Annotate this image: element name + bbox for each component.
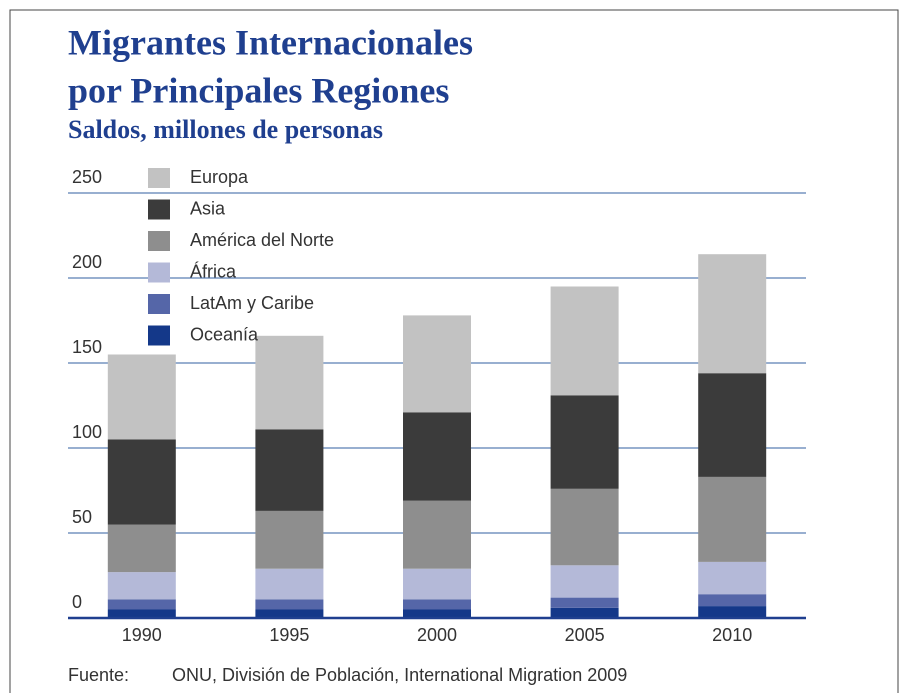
- legend-label: América del Norte: [190, 230, 334, 250]
- legend-swatch: [148, 262, 170, 283]
- bar-segment: [698, 476, 767, 562]
- bar-segment: [550, 607, 619, 618]
- legend-swatch: [148, 294, 170, 314]
- bar-segment: [403, 412, 471, 501]
- bar-segment: [255, 429, 324, 511]
- bar-segment: [107, 609, 176, 618]
- bar-segment: [403, 609, 471, 618]
- bar-segment: [107, 439, 176, 525]
- bar-segment: [698, 561, 767, 595]
- x-tick-label: 2005: [565, 625, 605, 645]
- bar-segment: [403, 315, 471, 413]
- bar-segment: [698, 594, 767, 607]
- bar-segment: [698, 373, 767, 477]
- bar-segment: [107, 354, 176, 440]
- chart-title-line2: por Principales Regiones: [68, 70, 449, 110]
- bar-segment: [550, 286, 619, 396]
- bar-segment: [107, 572, 176, 600]
- bar-segment: [550, 597, 619, 608]
- bar-segment: [255, 609, 324, 618]
- source: ONU, División de Población, Internationa…: [172, 665, 627, 685]
- legend-swatch: [148, 168, 170, 188]
- bar-segment: [403, 568, 471, 600]
- bar-segment: [550, 488, 619, 566]
- bar-segment: [698, 606, 767, 618]
- y-tick-label: 150: [72, 337, 102, 357]
- source-label: Fuente:: [68, 665, 129, 685]
- frame: [9, 9, 899, 693]
- legend-swatch: [148, 199, 170, 220]
- bar-segment: [107, 599, 176, 610]
- chart-title: Migrantes Internacionales: [68, 22, 473, 62]
- bar-segment: [107, 524, 176, 573]
- y-tick-label: 200: [72, 252, 102, 272]
- x-tick-label: 1990: [122, 625, 162, 645]
- legend-swatch: [148, 325, 170, 346]
- legend-swatch: [148, 231, 170, 251]
- bar-segment: [403, 599, 471, 610]
- y-tick-label: 0: [72, 592, 82, 612]
- bar-segment: [403, 500, 471, 569]
- legend-label: Europa: [190, 167, 249, 187]
- x-tick-label: 2010: [712, 625, 752, 645]
- chart-subtitle: Saldos, millones de personas: [68, 115, 383, 144]
- x-tick-label: 1995: [269, 625, 309, 645]
- y-tick-label: 100: [72, 422, 102, 442]
- bar-segment: [550, 565, 619, 598]
- bar-segment: [255, 599, 324, 610]
- bar-segment: [255, 335, 324, 430]
- legend-label: Asia: [190, 198, 226, 218]
- y-tick-label: 250: [72, 167, 102, 187]
- bar-segment: [698, 254, 767, 374]
- bar-segment: [255, 568, 324, 600]
- bar-segment: [255, 510, 324, 569]
- legend-label: Oceanía: [190, 324, 259, 344]
- y-tick-label: 50: [72, 507, 92, 527]
- bar-segment: [550, 395, 619, 489]
- x-tick-label: 2000: [417, 625, 457, 645]
- legend-label: África: [190, 261, 237, 281]
- legend-label: LatAm y Caribe: [190, 293, 314, 313]
